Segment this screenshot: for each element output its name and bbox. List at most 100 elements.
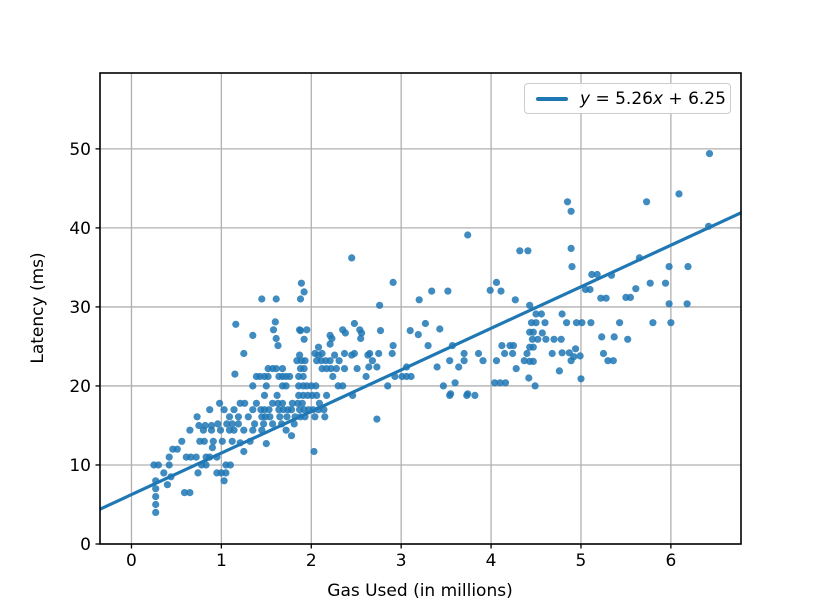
scatter-point — [154, 461, 162, 469]
scatter-point — [282, 382, 290, 390]
scatter-point — [186, 426, 194, 434]
scatter-point — [276, 413, 284, 421]
scatter-point — [356, 326, 364, 334]
scatter-point — [249, 331, 257, 339]
scatter-point — [192, 453, 200, 461]
scatter-point — [516, 247, 524, 255]
scatter-point — [407, 372, 415, 381]
scatter-point — [326, 357, 334, 365]
scatter-point — [572, 345, 580, 353]
scatter-point — [220, 406, 228, 414]
scatter-point — [208, 444, 216, 452]
scatter-point — [286, 372, 294, 381]
scatter-point — [661, 279, 670, 287]
scatter-point — [265, 406, 273, 414]
scatter-point — [523, 349, 531, 358]
scatter-point — [249, 406, 257, 414]
scatter-point — [350, 349, 358, 358]
scatter-point — [532, 310, 540, 318]
scatter-point — [260, 391, 269, 399]
scatter-point — [311, 349, 319, 358]
scatter-point — [492, 278, 501, 286]
scatter-point — [220, 477, 228, 485]
scatter-point — [300, 288, 308, 296]
scatter-point — [331, 351, 339, 359]
scatter-point — [587, 319, 595, 327]
scatter-point — [373, 415, 381, 423]
scatter-point — [464, 390, 472, 398]
scatter-point — [599, 349, 608, 358]
scatter-point — [512, 365, 520, 373]
scatter-point — [240, 349, 248, 358]
regression-line — [99, 211, 742, 511]
scatter-point — [296, 295, 305, 303]
scatter-point — [218, 437, 226, 445]
scatter-point — [282, 426, 290, 434]
scatter-point — [315, 399, 323, 407]
scatter-point — [509, 342, 518, 350]
y-tick-label: 10 — [69, 456, 91, 476]
scatter-point — [520, 357, 528, 365]
scatter-point — [163, 481, 171, 489]
scatter-point — [667, 319, 675, 327]
scatter-point — [335, 357, 343, 365]
scatter-point — [439, 382, 447, 390]
scatter-point — [683, 300, 691, 308]
y-tick-label: 40 — [69, 219, 91, 239]
scatter-point — [312, 382, 320, 390]
scatter-point — [222, 469, 230, 477]
scatter-point — [339, 326, 347, 334]
scatter-point — [501, 379, 510, 387]
scatter-point — [298, 399, 306, 407]
scatter-point — [548, 349, 556, 358]
scatter-point — [300, 365, 308, 373]
x-tick-label: 0 — [126, 551, 137, 571]
scatter-point — [249, 382, 257, 390]
scatter-point — [376, 327, 385, 335]
scatter-point — [252, 399, 260, 407]
scatter-point — [610, 333, 618, 341]
scatter-point — [299, 372, 307, 381]
y-axis-label: Latency (ms) — [28, 252, 48, 364]
scatter-point — [272, 295, 280, 303]
scatter-point — [447, 390, 455, 398]
scatter-point — [264, 372, 272, 381]
scatter-point — [528, 335, 537, 343]
scatter-point — [526, 301, 534, 309]
scatter-point — [366, 349, 374, 358]
legend-eq-end: + 6.25 — [663, 88, 726, 109]
scatter-point — [194, 469, 202, 477]
plot-frame — [99, 72, 742, 545]
scatter-point — [165, 461, 173, 469]
scatter-point — [389, 278, 397, 286]
scatter-point — [296, 351, 304, 359]
scatter-point — [353, 365, 361, 373]
scatter-point — [496, 379, 504, 387]
scatter-point — [568, 263, 576, 271]
y-tick-label: 50 — [69, 140, 91, 160]
scatter-point — [643, 198, 651, 206]
scatter-point — [318, 349, 326, 358]
scatter-point — [244, 413, 252, 421]
scatter-point — [283, 413, 291, 421]
scatter-point — [230, 406, 238, 414]
scatter-point — [451, 379, 459, 387]
scatter-point — [498, 342, 506, 350]
x-tick-label: 2 — [306, 551, 317, 571]
scatter-point — [348, 254, 356, 262]
scatter-point — [327, 365, 335, 373]
scatter-point — [529, 343, 537, 351]
scatter-point — [532, 319, 540, 327]
scatter-point — [329, 372, 337, 381]
scatter-point — [406, 327, 414, 335]
scatter-point — [301, 357, 309, 365]
scatter-point — [269, 399, 277, 407]
scatter-point — [241, 399, 249, 407]
scatter-point — [501, 349, 509, 358]
scatter-point — [187, 453, 195, 461]
scatter-point — [531, 382, 539, 390]
scatter-point — [460, 357, 468, 365]
scatter-point — [555, 367, 564, 375]
scatter-series — [150, 150, 714, 516]
scatter-point — [593, 270, 601, 279]
